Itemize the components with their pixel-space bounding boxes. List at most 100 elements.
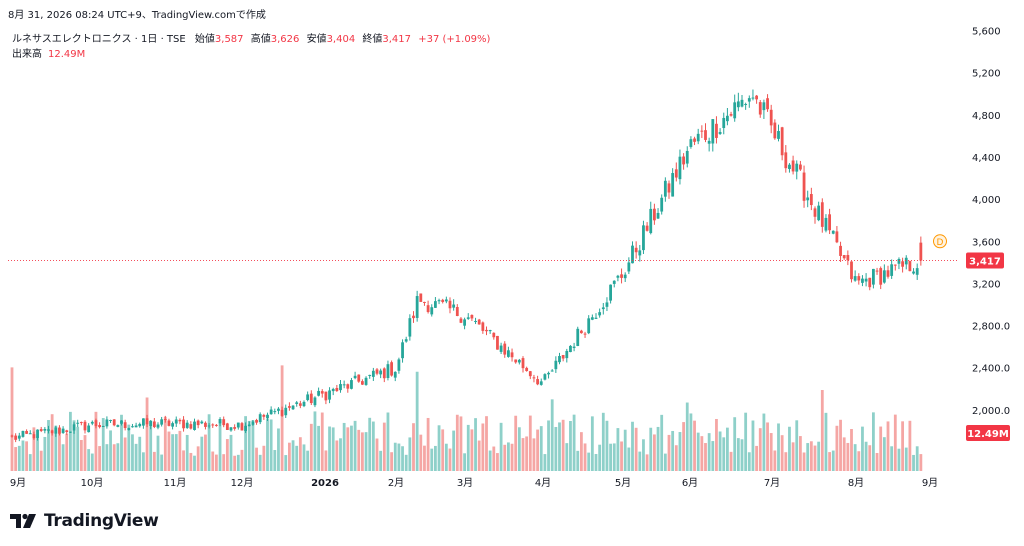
candle-body (79, 422, 83, 424)
volume-bar (174, 434, 178, 471)
candle-body (554, 360, 558, 370)
candle-body (423, 301, 426, 303)
candle-body (671, 173, 675, 197)
candle-body (43, 428, 47, 431)
candle-body (244, 425, 247, 432)
volume-bar (707, 433, 711, 471)
candle-body (50, 430, 54, 434)
tradingview-wordmark: TradingView (44, 511, 159, 531)
volume-bar (222, 454, 226, 471)
volume-bar (448, 448, 452, 471)
candle-body (448, 300, 452, 309)
candle-body (799, 164, 802, 170)
volume-bar (857, 451, 861, 471)
volume-bar (127, 424, 131, 471)
candle-body (87, 425, 91, 433)
volume-bar (189, 452, 193, 471)
volume-bar (861, 426, 864, 471)
volume-bar (426, 417, 430, 471)
candle-body (306, 394, 310, 401)
candle-body (401, 342, 404, 359)
volume-bar (671, 430, 675, 471)
volume-bar (660, 414, 664, 471)
candle-body (90, 421, 94, 424)
volume-bar (262, 445, 266, 471)
candle-body (266, 414, 269, 419)
candle-body (806, 197, 810, 201)
candle-body (590, 317, 594, 320)
candle-body (517, 359, 521, 363)
volume-bar (598, 444, 602, 471)
candle-body (404, 339, 408, 342)
volume-bar (594, 453, 598, 471)
volume-bar (912, 454, 915, 471)
volume-bar (233, 455, 237, 471)
candle-body (262, 414, 266, 417)
volume-bar (831, 450, 835, 471)
candle-body (116, 425, 120, 427)
candle-body (700, 130, 704, 132)
candle-body (375, 369, 379, 374)
candle-body (901, 261, 904, 267)
tradingview-logo[interactable]: TradingView (10, 511, 159, 531)
volume-bar (726, 427, 729, 471)
volume-bar (452, 430, 456, 471)
candle-body (229, 427, 233, 431)
volume-bar (328, 426, 331, 471)
candle-body (455, 307, 459, 316)
candle-body (32, 434, 36, 439)
candle-body (539, 381, 543, 385)
volume-bar (850, 429, 853, 471)
volume-bar (69, 411, 72, 471)
volume-label[interactable]: 出来高 (12, 49, 42, 60)
volume-bar (434, 445, 437, 471)
volume-bar (580, 432, 583, 471)
volume-bar (120, 414, 123, 471)
volume-bar (667, 434, 671, 471)
candle-body (707, 140, 711, 144)
candle-body (857, 276, 861, 281)
volume-bar (722, 437, 726, 471)
candle-body (919, 242, 923, 261)
volume-bar (79, 439, 83, 471)
volume-bar (663, 453, 667, 471)
candle-body (123, 422, 127, 429)
candle-body (350, 380, 353, 389)
change-value: +37 (+1.09%) (418, 34, 491, 45)
x-tick-label: 2月 (388, 477, 404, 489)
volume-bar (488, 450, 492, 471)
candle-body (580, 330, 583, 334)
volume-bar (182, 450, 185, 471)
y-tick-label: 3,200 (972, 279, 1001, 290)
volume-bar (890, 446, 894, 471)
candle-body (594, 317, 598, 319)
candle-body (623, 274, 627, 279)
candle-body (94, 420, 98, 427)
volume-bar (72, 420, 76, 471)
volume-bar (718, 431, 722, 471)
volume-bar (240, 449, 244, 471)
candle-body (277, 408, 280, 411)
candle-body (127, 428, 131, 430)
volume-bar (503, 444, 507, 471)
candle-body (131, 426, 134, 428)
volume-bar (642, 439, 645, 471)
candle-body (649, 208, 653, 234)
candle-body (182, 419, 185, 429)
candle-body (109, 420, 112, 422)
candle-body (408, 318, 412, 337)
volume-bar (215, 454, 218, 471)
candle-body (269, 409, 273, 415)
volume-bar (459, 416, 463, 471)
symbol-name[interactable]: ルネサスエレクトロニクス · 1日 · TSE (12, 34, 186, 45)
volume-bar (711, 441, 715, 471)
volume-bar (799, 436, 802, 471)
low-value: 3,404 (326, 34, 356, 45)
candle-body (868, 277, 872, 288)
volume-bar (463, 453, 466, 471)
volume-bar (609, 443, 612, 471)
candle-body (875, 270, 879, 272)
candle-body (284, 407, 288, 416)
volume-bar (58, 433, 61, 471)
